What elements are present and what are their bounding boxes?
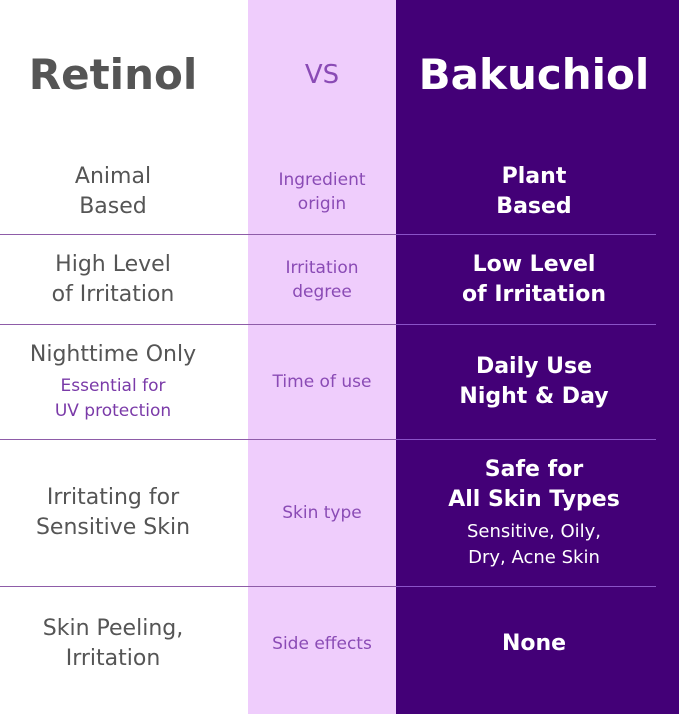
comparison-row: Irritating for Sensitive Skin Skin type Saf… [0, 440, 679, 586]
bakuchiol-cell-text: None [501, 630, 567, 656]
retinol-cell-note-text: Essential for [60, 376, 166, 396]
retinol-cell-text: Irritating for [46, 485, 180, 510]
bakuchiol-cell-text: Safe for [484, 457, 584, 482]
bakuchiol-cell: Safe for All Skin Types Sensitive, Oily, Dr… [396, 440, 672, 586]
bakuchiol-cell-text: Daily Use [475, 354, 593, 379]
bakuchiol-cell-note-text: Dry, Acne Skin [468, 547, 600, 568]
comparison-row: Skin Peeling, Irritation Side effects None [0, 587, 679, 700]
retinol-cell: High Level of Irritation [0, 235, 226, 324]
vs-label: VS [304, 60, 340, 90]
bakuchiol-cell: Plant Based [396, 150, 672, 234]
retinol-cell-text: Skin Peeling, [42, 615, 184, 641]
bakuchiol-cell: Daily Use Night & Day [396, 325, 672, 439]
criteria-cell-text: Ingredient [278, 170, 366, 190]
criteria-cell: Time of use [248, 325, 396, 439]
header-row: Retinol VS Bakuchiol [0, 0, 679, 150]
retinol-cell: Irritating for Sensitive Skin [0, 440, 226, 586]
criteria-cell-text: degree [292, 281, 352, 302]
bakuchiol-cell: Low Level of Irritation [396, 235, 672, 324]
bakuchiol-cell-text: All Skin Types [448, 487, 620, 512]
bakuchiol-cell-text: Night & Day [459, 384, 609, 409]
retinol-cell-note-text: UV protection [54, 401, 172, 421]
criteria-cell: Side effects [248, 587, 396, 700]
comparison-row: Animal Based Ingredient origin Plant Based [0, 150, 679, 234]
retinol-title: Retinol [28, 50, 198, 99]
row-divider [0, 324, 656, 325]
bakuchiol-cell: None [396, 587, 672, 700]
criteria-column [248, 0, 396, 714]
criteria-cell-text: Time of use [272, 372, 372, 392]
bakuchiol-cell-note-text: Sensitive, Oily, [466, 521, 602, 542]
retinol-cell: Skin Peeling, Irritation [0, 587, 226, 700]
retinol-column [0, 0, 248, 714]
criteria-cell: Irritation degree [248, 235, 396, 324]
row-divider [0, 586, 656, 587]
bakuchiol-cell-text: Low Level [472, 251, 596, 277]
criteria-cell: Skin type [248, 440, 396, 586]
criteria-cell-text: origin [297, 194, 347, 214]
retinol-cell: Nighttime Only Essential for UV protection [0, 325, 226, 439]
bakuchiol-cell-text: Based [496, 194, 572, 219]
retinol-cell-text: Based [79, 194, 147, 219]
bakuchiol-title: Bakuchiol [418, 50, 650, 99]
criteria-cell-text: Side effects [272, 633, 372, 654]
retinol-cell-text: Animal [74, 164, 152, 189]
retinol-cell: Animal Based [0, 150, 226, 234]
comparison-row: High Level of Irritation Irritation degree L… [0, 235, 679, 324]
retinol-cell-text: Nighttime Only [29, 342, 197, 367]
comparison-row: Nighttime Only Essential for UV protection… [0, 325, 679, 439]
row-divider [0, 234, 656, 235]
retinol-cell-text: of Irritation [51, 281, 175, 307]
retinol-cell-text: Sensitive Skin [35, 515, 191, 540]
bakuchiol-column [396, 0, 679, 714]
criteria-cell: Ingredient origin [248, 150, 396, 234]
criteria-cell-text: Irritation [285, 257, 359, 278]
retinol-cell-text: High Level [55, 251, 171, 277]
row-divider [0, 439, 656, 440]
bakuchiol-cell-text: of Irritation [462, 281, 606, 307]
criteria-cell-text: Skin type [282, 503, 362, 523]
bakuchiol-cell-note: Sensitive, Oily, Dry, Acne Skin [467, 519, 601, 571]
retinol-cell-note: Essential for UV protection [55, 374, 171, 424]
bakuchiol-cell-text: Plant [501, 164, 567, 189]
retinol-cell-text: Irritation [65, 645, 161, 671]
